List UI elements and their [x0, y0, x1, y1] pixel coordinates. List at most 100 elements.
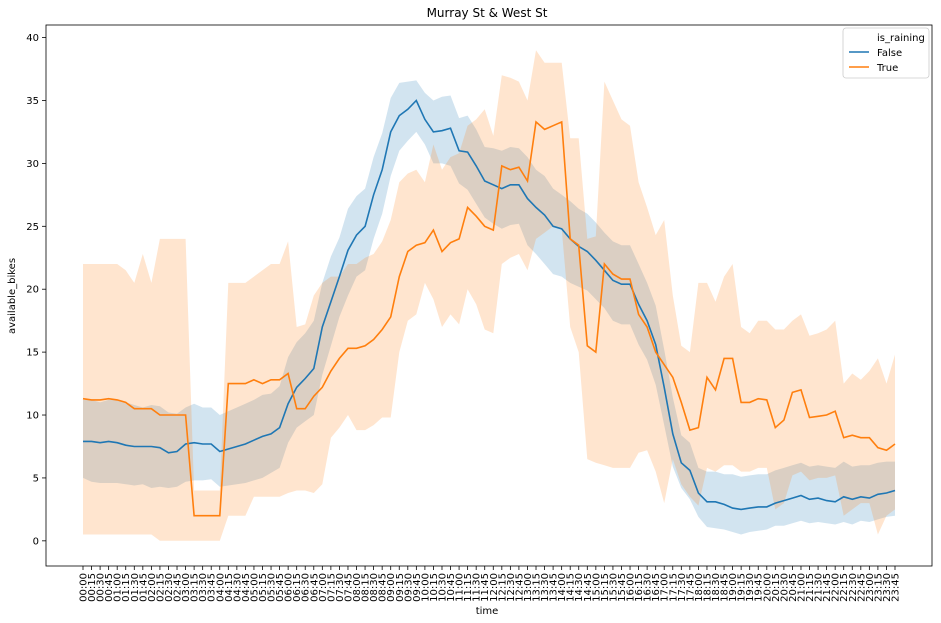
y-tick-label: 15: [26, 348, 39, 359]
x-tick-label: 21:45: [822, 573, 833, 602]
x-tick-label: 05:30: [267, 573, 278, 602]
x-tick-label: 21:30: [814, 573, 825, 602]
x-tick-label: 02:15: [155, 573, 166, 602]
legend-title: is_raining: [877, 33, 925, 44]
x-tick-label: 06:45: [309, 573, 320, 602]
x-tick-label: 03:30: [198, 573, 209, 602]
x-tick-label: 00:15: [87, 573, 98, 602]
x-tick-label: 06:15: [292, 573, 303, 602]
x-tick-label: 22:00: [831, 573, 842, 602]
legend-box: [842, 27, 930, 79]
y-tick-label: 35: [26, 96, 39, 107]
y-axis: 0 5 10 15 20 25 30 35 40: [26, 33, 46, 547]
x-tick-label: 20:15: [771, 573, 782, 602]
x-tick-label: 13:00: [523, 573, 534, 602]
y-tick-label: 0: [33, 536, 39, 547]
x-tick-label: 12:15: [497, 573, 508, 602]
x-tick-label: 20:45: [788, 573, 799, 602]
x-tick-label: 04:15: [224, 573, 235, 602]
x-tick-label: 08:15: [361, 573, 372, 602]
x-tick-label: 01:30: [130, 573, 141, 602]
x-tick-label: 03:00: [181, 573, 192, 602]
x-tick-label: 04:45: [241, 573, 252, 602]
plot-area: [45, 24, 933, 567]
x-tick-label: 15:15: [600, 573, 611, 602]
x-tick-label: 17:45: [685, 573, 696, 602]
y-axis-label: available_bikes: [7, 258, 18, 334]
x-tick-label: 11:15: [463, 573, 474, 602]
x-tick-label: 02:30: [164, 573, 175, 602]
legend-label-false: False: [877, 48, 902, 59]
confidence-band-false: [83, 80, 895, 535]
x-tick-label: 09:00: [386, 573, 397, 602]
x-axis: 00:0000:1500:3000:4501:0001:1501:3001:45…: [79, 566, 902, 602]
x-tick-label: 16:45: [651, 573, 662, 602]
x-tick-label: 09:15: [395, 573, 406, 602]
x-tick-label: 07:15: [326, 573, 337, 602]
x-tick-label: 08:45: [378, 573, 389, 602]
x-axis-label: time: [476, 606, 499, 617]
x-tick-label: 10:00: [420, 573, 431, 602]
x-tick-label: 06:00: [284, 573, 295, 602]
x-tick-label: 03:15: [190, 573, 201, 602]
x-tick-label: 19:00: [728, 573, 739, 602]
x-tick-label: 09:45: [412, 573, 423, 602]
x-tick-label: 04:30: [232, 573, 243, 602]
x-tick-label: 22:45: [856, 573, 867, 602]
y-tick-label: 30: [26, 159, 39, 170]
x-tick-label: 00:00: [79, 573, 90, 602]
x-tick-label: 06:30: [301, 573, 312, 602]
x-tick-label: 18:45: [720, 573, 731, 602]
x-tick-label: 21:15: [805, 573, 816, 602]
x-tick-label: 08:30: [369, 573, 380, 602]
x-tick-label: 10:45: [446, 573, 457, 602]
x-tick-label: 15:00: [591, 573, 602, 602]
x-tick-label: 19:15: [737, 573, 748, 602]
legend-label-true: True: [876, 63, 898, 74]
y-tick-label: 5: [33, 473, 39, 484]
x-tick-label: 20:30: [779, 573, 790, 602]
x-tick-label: 16:15: [634, 573, 645, 602]
x-tick-label: 13:15: [532, 573, 543, 602]
y-tick-label: 10: [26, 411, 39, 422]
y-tick-label: 40: [26, 33, 39, 44]
x-tick-label: 18:30: [711, 573, 722, 602]
x-tick-label: 19:45: [754, 573, 765, 602]
x-tick-label: 02:45: [173, 573, 184, 602]
x-tick-label: 13:30: [540, 573, 551, 602]
x-tick-label: 17:30: [677, 573, 688, 602]
x-tick-label: 14:45: [583, 573, 594, 602]
x-tick-label: 14:30: [574, 573, 585, 602]
x-tick-label: 12:45: [514, 573, 525, 602]
x-tick-label: 23:00: [865, 573, 876, 602]
x-tick-label: 05:00: [249, 573, 260, 602]
x-tick-label: 20:00: [762, 573, 773, 602]
x-tick-label: 23:15: [873, 573, 884, 602]
x-tick-label: 17:00: [660, 573, 671, 602]
x-tick-label: 10:15: [429, 573, 440, 602]
chart-title: Murray St & West St: [427, 6, 548, 20]
x-tick-label: 00:30: [96, 573, 107, 602]
x-tick-label: 13:45: [549, 573, 560, 602]
x-tick-label: 10:30: [438, 573, 449, 602]
x-tick-label: 07:45: [344, 573, 355, 602]
y-tick-label: 25: [26, 222, 39, 233]
x-tick-label: 03:45: [207, 573, 218, 602]
series-line-false: [83, 99, 896, 511]
series-line-true: [82, 120, 896, 517]
x-tick-label: 23:45: [891, 573, 902, 602]
x-tick-label: 17:15: [668, 573, 679, 602]
x-tick-label: 04:00: [215, 573, 226, 602]
legend: is_raining False True: [842, 27, 930, 79]
x-tick-label: 05:45: [275, 573, 286, 602]
x-tick-label: 11:00: [455, 573, 466, 602]
x-tick-label: 07:30: [335, 573, 346, 602]
x-tick-label: 14:15: [566, 573, 577, 602]
x-tick-label: 15:45: [617, 573, 628, 602]
x-tick-label: 18:00: [694, 573, 705, 602]
x-tick-label: 00:45: [104, 573, 115, 602]
x-tick-label: 18:15: [703, 573, 714, 602]
confidence-band-true: [83, 50, 895, 541]
x-tick-label: 16:00: [626, 573, 637, 602]
